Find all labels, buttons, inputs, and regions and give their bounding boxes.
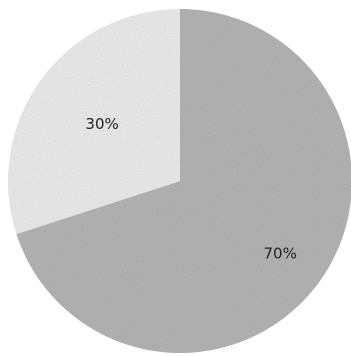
pie-slice-2 <box>8 9 180 235</box>
pie-slices <box>8 9 351 353</box>
pie-slice-1 <box>16 9 351 353</box>
pie-slice-label-1: 70% <box>264 244 297 262</box>
pie-labels: 70% 30% <box>85 115 296 262</box>
pie-slice-label-2: 30% <box>85 115 118 133</box>
